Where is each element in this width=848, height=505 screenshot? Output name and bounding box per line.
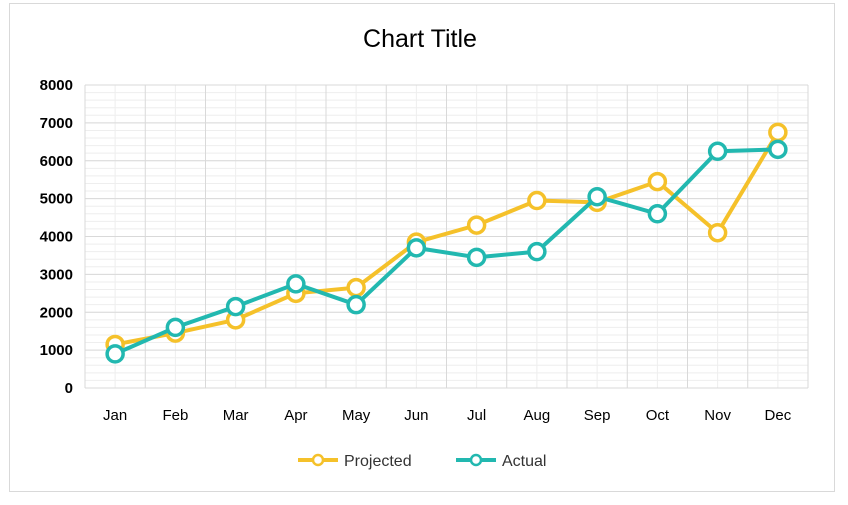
projected-point xyxy=(527,190,547,211)
gridlines xyxy=(84,84,809,389)
actual-point xyxy=(768,139,788,160)
x-axis-ticks: Jan Feb Mar Apr May Jun Jul Aug Sep Oct Nov Dec xyxy=(103,407,792,424)
x-tick-label: Sep xyxy=(584,407,611,424)
x-tick-label: Dec xyxy=(765,407,792,424)
legend-marker xyxy=(311,453,325,467)
chart-title: Chart Title xyxy=(363,25,477,53)
actual-point xyxy=(707,141,728,162)
x-tick-label: Apr xyxy=(284,407,307,424)
projected-point xyxy=(768,122,788,143)
legend-label: Projected xyxy=(344,453,412,470)
actual-point xyxy=(165,317,186,338)
series-actual xyxy=(105,139,788,364)
y-tick-label: 6000 xyxy=(40,153,73,170)
legend-item-projected: Projected xyxy=(298,453,412,470)
actual-point xyxy=(286,274,306,294)
actual-line xyxy=(113,147,780,356)
x-tick-label: Oct xyxy=(646,407,670,424)
x-tick-label: Feb xyxy=(162,407,188,424)
series-layer xyxy=(105,122,788,364)
x-tick-label: Aug xyxy=(524,407,551,424)
x-tick-label: Nov xyxy=(704,407,731,424)
actual-point xyxy=(527,241,547,262)
x-tick-label: Mar xyxy=(223,407,249,424)
legend: Projected Actual xyxy=(298,453,546,470)
y-tick-label: 0 xyxy=(65,380,73,397)
projected-point xyxy=(647,171,668,192)
actual-point xyxy=(647,204,668,224)
projected-point xyxy=(466,215,487,235)
x-tick-label: Jul xyxy=(467,407,486,424)
y-axis-ticks: 0 1000 2000 3000 4000 5000 6000 7000 8000 xyxy=(40,77,73,397)
actual-point xyxy=(587,186,607,207)
projected-line xyxy=(113,130,780,347)
y-tick-label: 5000 xyxy=(40,191,73,208)
x-tick-label: Jan xyxy=(103,407,127,424)
legend-item-actual: Actual xyxy=(456,453,546,470)
projected-point xyxy=(346,277,366,298)
y-tick-label: 3000 xyxy=(40,266,73,283)
y-tick-label: 2000 xyxy=(40,304,73,321)
y-tick-label: 4000 xyxy=(40,229,73,246)
y-tick-label: 8000 xyxy=(40,77,73,94)
actual-point xyxy=(406,238,427,258)
actual-point xyxy=(346,294,366,315)
x-tick-label: Jun xyxy=(404,407,428,424)
x-tick-label: May xyxy=(342,407,371,424)
actual-point xyxy=(466,247,487,268)
y-tick-label: 7000 xyxy=(40,115,73,132)
projected-point xyxy=(707,222,728,243)
y-tick-label: 1000 xyxy=(40,342,73,359)
actual-point xyxy=(105,344,125,364)
legend-label: Actual xyxy=(502,453,546,470)
chart-frame: Chart Title 0 1000 2000 3000 4000 5000 6000 700… xyxy=(9,3,835,492)
legend-marker xyxy=(469,453,483,467)
line-chart: Chart Title 0 1000 2000 3000 4000 5000 6000 700… xyxy=(40,25,809,470)
actual-point xyxy=(225,296,246,317)
